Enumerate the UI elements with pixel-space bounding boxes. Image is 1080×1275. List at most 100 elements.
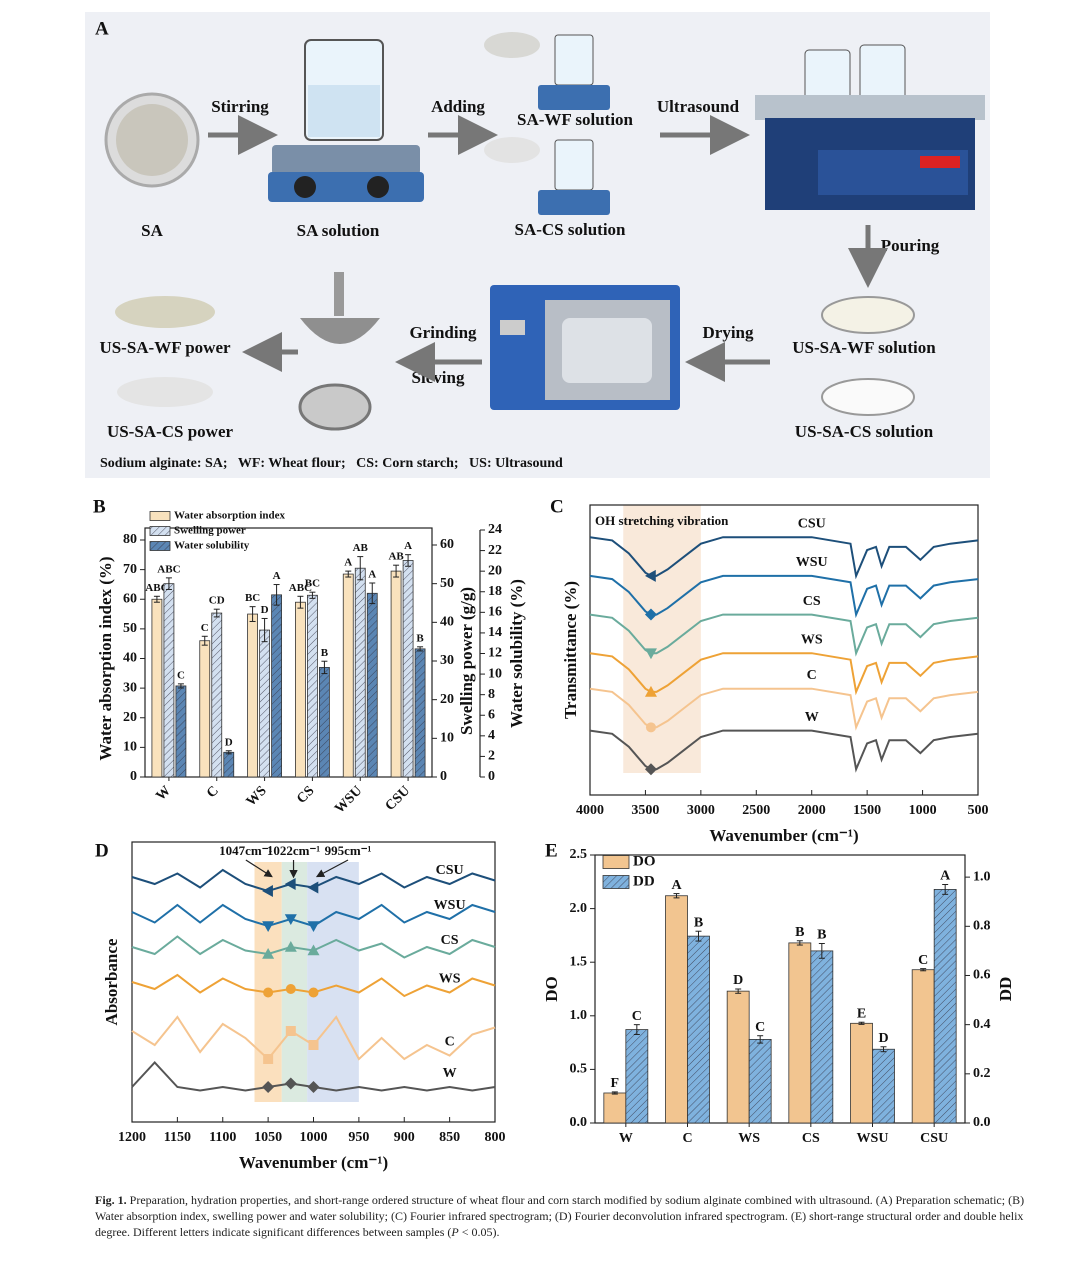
tick-label: 950 <box>348 1130 369 1145</box>
significance-letter: AB <box>353 542 369 554</box>
panel-label: C <box>550 496 564 517</box>
error-bar <box>309 591 316 599</box>
bar <box>151 598 163 778</box>
legend-swatch <box>149 541 171 551</box>
peak-marker <box>644 569 656 582</box>
legend-swatch <box>602 855 630 869</box>
significance-letter: ABC <box>145 582 168 594</box>
error-bar <box>858 1021 865 1025</box>
axis-title: Wavenumber (cm⁻¹) <box>709 826 858 845</box>
label: SA-CS solution <box>514 220 626 239</box>
error-bar <box>920 968 927 972</box>
x-tick-label: CS <box>802 1131 820 1146</box>
label: Grinding <box>409 323 477 342</box>
tick-label: 40 <box>440 615 454 630</box>
caption-end: < 0.05). <box>458 1225 500 1239</box>
significance-letter: D <box>261 604 269 616</box>
tick-label: 3000 <box>687 803 715 818</box>
peak-marker <box>645 722 656 733</box>
oven-screen <box>500 320 525 335</box>
stirrer-base <box>268 172 424 202</box>
tick-label: 10 <box>440 731 454 746</box>
liquid <box>308 85 380 137</box>
tick-label: 80 <box>123 532 137 547</box>
bar <box>911 969 935 1124</box>
knob <box>294 176 316 198</box>
peak-label: 995cm⁻¹ <box>325 843 372 858</box>
tick-label: 30 <box>123 680 137 695</box>
peak-marker <box>644 608 657 621</box>
tick-label: 2.5 <box>570 847 588 862</box>
error-bar <box>321 660 328 675</box>
peak-marker <box>284 941 297 952</box>
peak-marker <box>308 1040 319 1050</box>
caption-text: Preparation, hydration properties, and s… <box>95 1193 1025 1239</box>
powder <box>484 32 540 58</box>
bar <box>933 889 957 1124</box>
significance-letter: CD <box>209 595 225 607</box>
legend-label: Swelling power <box>174 525 246 537</box>
tick-label: 18 <box>488 584 502 599</box>
bar <box>850 1022 873 1124</box>
stirrer <box>538 85 610 110</box>
tick-label: 20 <box>488 563 502 578</box>
series-label: WS <box>439 972 461 987</box>
label: Drying <box>703 323 755 342</box>
peak-marker <box>263 1054 274 1064</box>
error-bar <box>611 1091 618 1095</box>
powder <box>484 137 540 163</box>
tick-label: 14 <box>488 625 502 640</box>
tick-label: 1000 <box>909 803 937 818</box>
spectrum-line <box>589 652 979 696</box>
significance-letter: C <box>632 1009 642 1024</box>
series-label: WSU <box>434 898 466 913</box>
peak-marker <box>263 987 274 998</box>
x-tick-label: CSU <box>383 783 413 813</box>
schematic: A SA Stirring SA solution Adding SA-WF s… <box>85 12 990 478</box>
tick-label: 10 <box>123 740 137 755</box>
x-tick-label: CSU <box>920 1131 948 1146</box>
significance-letter: D <box>733 973 743 988</box>
error-bar <box>345 570 352 578</box>
error-bar <box>405 554 412 567</box>
tick-label: 1.0 <box>973 869 991 884</box>
legend-label: Water absorption index <box>174 510 286 522</box>
error-bar <box>357 556 364 581</box>
sa-fibers <box>116 104 188 176</box>
tick-label: 850 <box>439 1130 460 1145</box>
bar <box>319 666 330 778</box>
tick-label: 0 <box>130 769 137 784</box>
significance-letter: D <box>225 736 233 748</box>
axis-title: Wavenumber (cm⁻¹) <box>239 1153 388 1172</box>
x-tick-label: W <box>619 1131 633 1146</box>
knob <box>367 176 389 198</box>
bar <box>625 1029 649 1124</box>
caption-label: Fig. 1. <box>95 1193 127 1207</box>
figure: A SA Stirring SA solution Adding SA-WF s… <box>85 12 1015 1172</box>
powder <box>117 377 213 407</box>
legend-label: DD <box>633 873 655 889</box>
label: SA solution <box>297 221 380 240</box>
bar <box>163 583 175 778</box>
tick-label: 1050 <box>254 1130 282 1145</box>
bar <box>211 612 223 778</box>
legend-swatch <box>149 511 171 521</box>
bar <box>223 751 235 778</box>
tick-label: 22 <box>488 543 502 558</box>
bar <box>295 601 306 778</box>
axis-title: Absorbance <box>102 938 121 1025</box>
tick-label: 1500 <box>853 803 881 818</box>
tick-label: 800 <box>485 1130 506 1145</box>
error-bar <box>177 683 184 689</box>
peak-marker <box>284 1077 297 1090</box>
bar <box>175 685 187 778</box>
series-label: C <box>807 668 817 683</box>
caption: Fig. 1. Preparation, hydration propertie… <box>95 1192 1030 1240</box>
error-bar <box>818 943 825 959</box>
annotation: OH stretching vibration <box>595 513 729 528</box>
bar <box>665 895 688 1124</box>
series-label: CS <box>441 933 459 948</box>
peak-arrow <box>315 859 349 878</box>
series-label: CS <box>803 594 821 609</box>
bar <box>259 629 270 778</box>
